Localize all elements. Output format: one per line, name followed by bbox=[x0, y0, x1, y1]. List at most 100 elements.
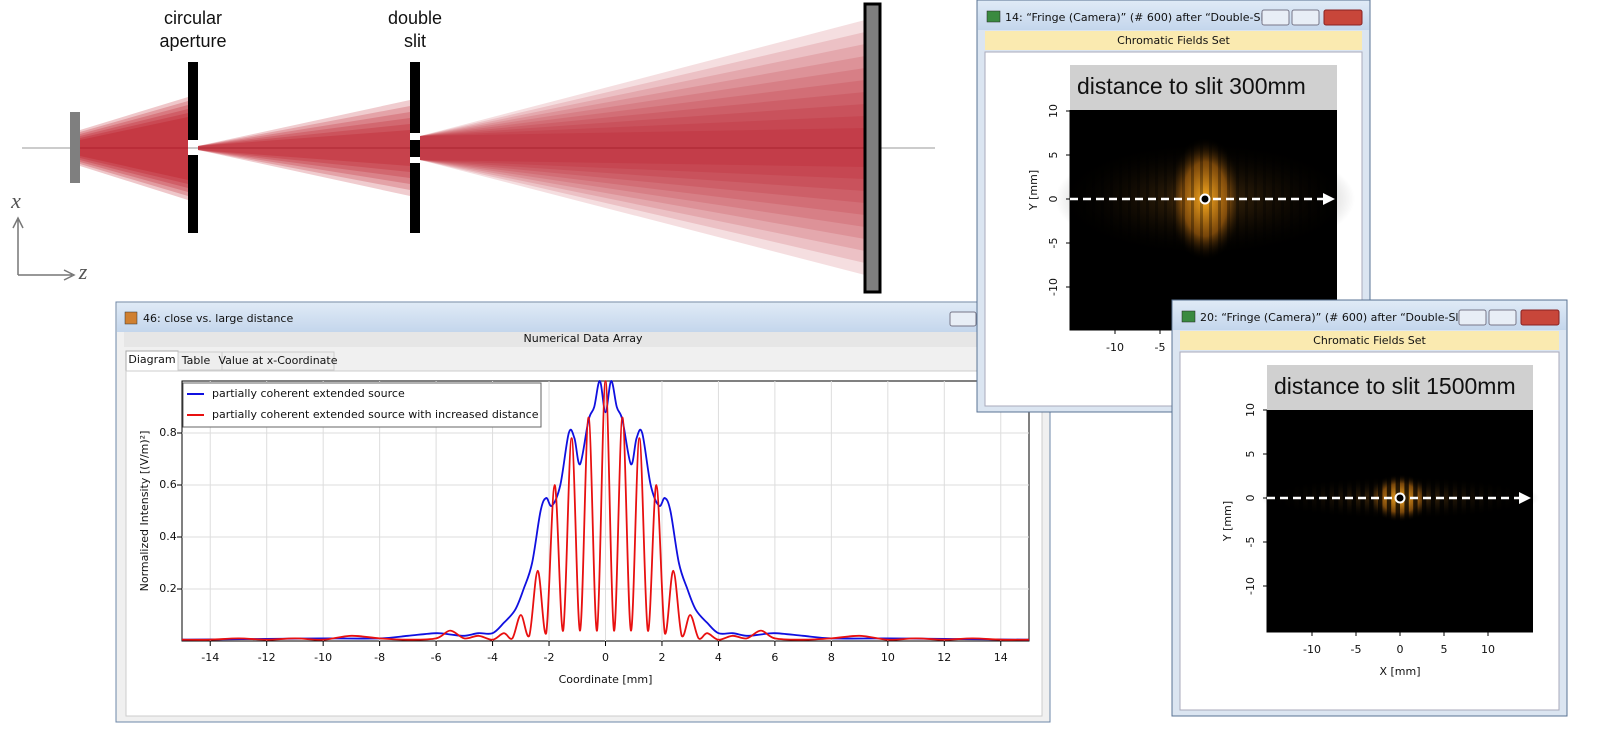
slit-bottom bbox=[410, 163, 420, 233]
slit-top bbox=[410, 62, 420, 133]
window-title: 46: close vs. large distance bbox=[143, 312, 293, 325]
x-tick-label: 6 bbox=[771, 651, 778, 664]
x-tick-label: -10 bbox=[1303, 643, 1321, 656]
plot: -14 -12 -10 -8 -6 -4 -2 0 2 4 6 8 10 12 14 0.2 0.4 0.6 0.8… bbox=[138, 380, 1030, 686]
label: slit bbox=[404, 31, 426, 51]
y-tick-label: -5 bbox=[1244, 537, 1257, 548]
x-tick-label: -5 bbox=[1351, 643, 1362, 656]
fringe-window: 20: “Fringe (Camera)” (# 600) after “Dou… bbox=[1171, 299, 1568, 717]
window-icon bbox=[1181, 310, 1196, 323]
aperture-top bbox=[188, 62, 198, 140]
legend bbox=[182, 382, 542, 428]
beam bbox=[420, 32, 865, 263]
y-tick-label: 0.8 bbox=[159, 426, 177, 439]
beam bbox=[80, 101, 188, 196]
center-marker bbox=[1199, 193, 1211, 205]
x-tick-label: 12 bbox=[937, 651, 951, 664]
window-header: Chromatic Fields Set bbox=[1117, 34, 1230, 47]
y-tick-label: 0 bbox=[1244, 495, 1257, 502]
arrow-head bbox=[1519, 492, 1531, 504]
x-tick-label: -14 bbox=[201, 651, 219, 664]
y-tick-label: 10 bbox=[1244, 403, 1257, 417]
x-tick-label: -12 bbox=[258, 651, 276, 664]
annotation: distance to slit 300mm bbox=[1077, 73, 1306, 99]
x-tick-label: 4 bbox=[715, 651, 722, 664]
line bbox=[181, 380, 1030, 641]
beam bbox=[420, 56, 865, 239]
x-tick-label: 10 bbox=[1481, 643, 1495, 656]
close-button[interactable] bbox=[1323, 9, 1363, 26]
axis-label: z bbox=[78, 259, 88, 284]
window-title: 14: “Fringe (Camera)” (# 600) after “Dou… bbox=[1005, 11, 1281, 24]
beam bbox=[80, 113, 188, 184]
x-tick-label: -8 bbox=[374, 651, 385, 664]
close-button[interactable] bbox=[1520, 309, 1560, 326]
beams bbox=[80, 20, 865, 275]
x-tick-label: -10 bbox=[1106, 341, 1124, 354]
x-tick-label: -10 bbox=[314, 651, 332, 664]
header-bar bbox=[1180, 331, 1559, 350]
beam bbox=[420, 116, 865, 179]
beam bbox=[198, 130, 410, 166]
line bbox=[181, 380, 1030, 641]
y-tick-label: 0.4 bbox=[159, 530, 177, 543]
aperture-bottom bbox=[188, 155, 198, 233]
source bbox=[70, 112, 80, 183]
arrow-head bbox=[1323, 193, 1335, 205]
minimize-button[interactable] bbox=[949, 311, 977, 327]
beam bbox=[80, 105, 188, 192]
window-title: 20: “Fringe (Camera)” (# 600) after “Dou… bbox=[1200, 311, 1476, 324]
label: circular bbox=[164, 8, 222, 28]
window-button[interactable] bbox=[1458, 309, 1487, 326]
window-icon bbox=[986, 10, 1001, 23]
beam bbox=[198, 106, 410, 190]
beam bbox=[80, 117, 188, 180]
window-button[interactable] bbox=[1488, 309, 1517, 326]
y-axis-label: Y [mm] bbox=[1221, 501, 1234, 542]
x-tick-label: -5 bbox=[1155, 341, 1166, 354]
beam bbox=[198, 124, 410, 172]
x-tick-label: 10 bbox=[881, 651, 895, 664]
beam bbox=[420, 20, 865, 275]
axis-label: x bbox=[10, 188, 21, 213]
center-marker bbox=[1394, 492, 1406, 504]
beam bbox=[198, 100, 410, 196]
tab[interactable] bbox=[221, 351, 335, 371]
x-tick-label: -6 bbox=[431, 651, 442, 664]
window-button[interactable] bbox=[1261, 9, 1290, 26]
label: aperture bbox=[159, 31, 226, 51]
screen bbox=[863, 2, 882, 294]
y-axis-label: Normalized Intensity [(V/m)²] bbox=[138, 431, 151, 592]
tab-label[interactable]: Value at x-Coordinate bbox=[218, 354, 337, 367]
y-tick-label: 0 bbox=[1047, 196, 1060, 203]
beam bbox=[198, 112, 410, 184]
beam bbox=[420, 128, 865, 167]
x-axis-label: Coordinate [mm] bbox=[559, 673, 653, 686]
y-tick-label: 5 bbox=[1047, 152, 1060, 159]
y-tick-label: 0.2 bbox=[159, 582, 177, 595]
x-tick-label: -2 bbox=[544, 651, 555, 664]
x-tick-label: 5 bbox=[1441, 643, 1448, 656]
y-axis-label: Y [mm] bbox=[1027, 170, 1040, 211]
tab-label[interactable]: Table bbox=[181, 354, 211, 367]
y-tick-label: -10 bbox=[1047, 278, 1060, 296]
window-button[interactable] bbox=[1291, 9, 1320, 26]
y-tick-label: -5 bbox=[1047, 238, 1060, 249]
tab-label[interactable]: Diagram bbox=[128, 353, 175, 366]
beam bbox=[80, 97, 188, 200]
y-tick-label: 0.6 bbox=[159, 478, 177, 491]
annotation-box bbox=[1070, 65, 1337, 110]
legend-label: partially coherent extended source with … bbox=[212, 408, 539, 421]
beam bbox=[420, 44, 865, 251]
x-axis-label: X [mm] bbox=[1379, 665, 1420, 678]
x-tick-label: 14 bbox=[994, 651, 1008, 664]
annotation-box bbox=[1267, 365, 1533, 410]
beam bbox=[420, 80, 865, 215]
x-tick-label: 0 bbox=[602, 651, 609, 664]
title-bar bbox=[117, 303, 1049, 332]
window-icon bbox=[124, 311, 138, 325]
x-tick-label: 2 bbox=[658, 651, 665, 664]
x-tick-label: 0 bbox=[1397, 643, 1404, 656]
beam bbox=[198, 118, 410, 178]
